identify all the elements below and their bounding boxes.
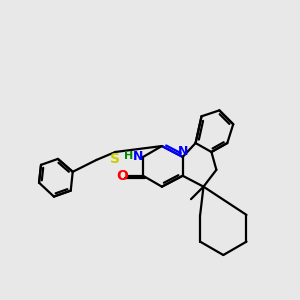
Text: O: O — [116, 169, 128, 183]
Text: N: N — [178, 146, 188, 158]
Text: H: H — [124, 151, 133, 161]
Text: S: S — [110, 152, 120, 166]
Text: N: N — [133, 150, 143, 164]
